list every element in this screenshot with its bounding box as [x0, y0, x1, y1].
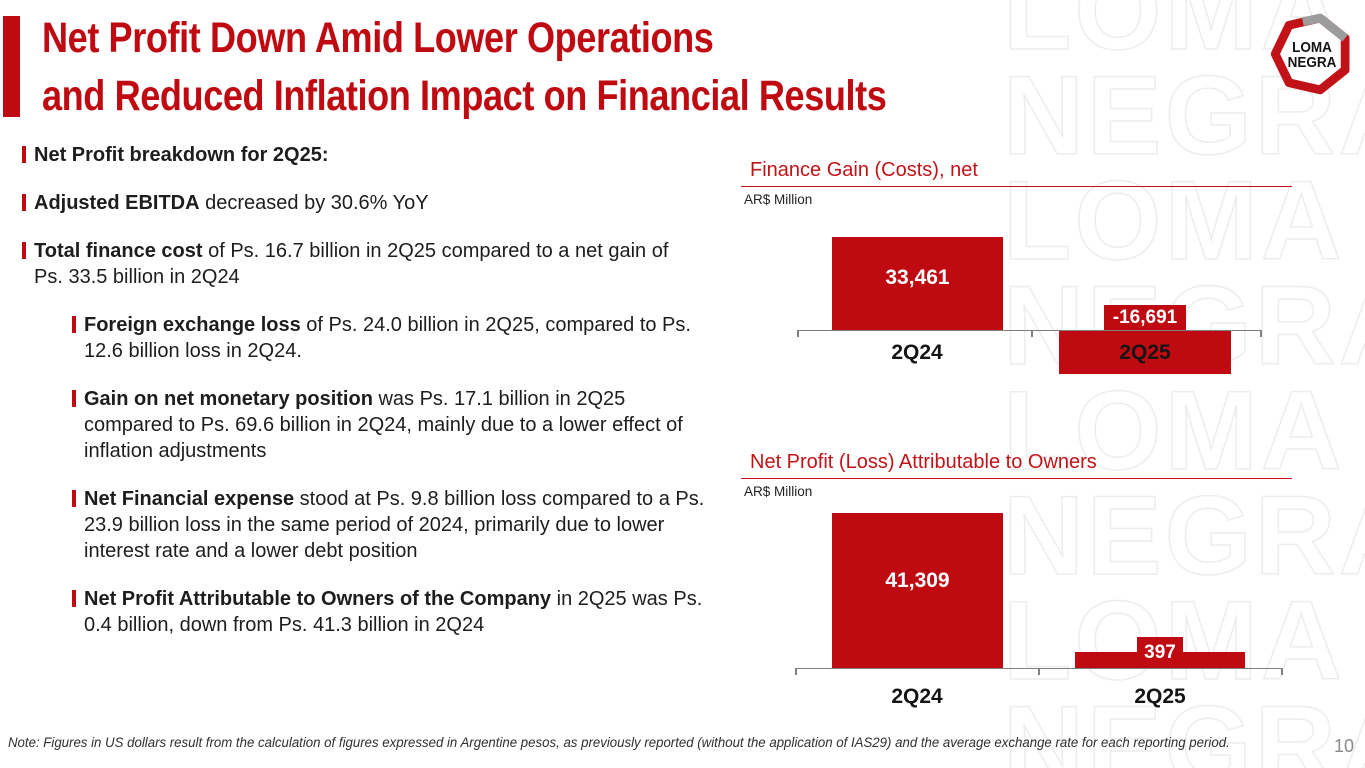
- bullet-rest-text: of Ps. 16.7 billion in 2Q25 compared to …: [34, 240, 669, 288]
- net-profit-chart: Net Profit (Loss) Attributable to Owners…: [740, 447, 1320, 722]
- page-title-line1: Net Profit Down Amid Lower Operations: [42, 14, 714, 62]
- chart-unit-label: AR$ Million: [744, 484, 813, 499]
- bar-value-label: 41,309: [885, 569, 950, 592]
- logo-text-line1: LOMA: [1292, 39, 1332, 56]
- bullet-item: Foreign exchange loss of Ps. 24.0 billio…: [72, 312, 706, 364]
- bullet-list: Net Profit breakdown for 2Q25: Adjusted E…: [22, 142, 722, 660]
- page-number: 10: [1334, 736, 1355, 756]
- title-accent-bar: [3, 16, 20, 117]
- bullet-item: Net Financial expense stood at Ps. 9.8 b…: [72, 486, 706, 564]
- chart-bar-2Q24: [832, 237, 1003, 330]
- x-axis: [797, 330, 1262, 331]
- bullet-item: Adjusted EBITDA decreased by 30.6% YoY: [22, 190, 696, 216]
- chart-unit-label: AR$ Million: [744, 192, 813, 207]
- bullet-marker: [72, 390, 76, 407]
- bar-value-label: -16,691: [1104, 305, 1186, 330]
- bullet-rest-text: was Ps. 17.1 billion in 2Q25 compared to…: [84, 388, 683, 462]
- bullet-marker: [22, 194, 26, 211]
- category-label: 2Q25: [1119, 341, 1171, 364]
- watermark-word: LOMA: [1002, 158, 1345, 283]
- bullet-marker: [72, 490, 76, 507]
- axis-tick: [795, 668, 797, 675]
- bar-value-label: 397: [1137, 637, 1183, 668]
- chart-plot: 41,309 397 2Q24 2Q25: [740, 447, 1320, 722]
- footnote: Note: Figures in US dollars result from …: [8, 735, 1230, 750]
- watermark-word: NEGRA: [1002, 473, 1365, 598]
- chart-title: Finance Gain (Costs), net: [750, 159, 978, 181]
- chart-title-underline: [741, 478, 1292, 479]
- watermark-word: NEGRA: [1002, 683, 1365, 768]
- chart-bar-2Q25: [1059, 330, 1231, 374]
- finance-gain-chart: Finance Gain (Costs), net AR$ Million 33…: [740, 155, 1320, 390]
- logo-text-line2: NEGRA: [1288, 53, 1337, 70]
- bullet-rest-text: decreased by 30.6% YoY: [199, 192, 429, 214]
- chart-bar-2Q24: [832, 513, 1003, 668]
- page-title-line2: and Reduced Inflation Impact on Financia…: [42, 72, 887, 120]
- chart-plot: 33,461 -16,691 2Q24 2Q25: [740, 155, 1320, 390]
- axis-tick: [1038, 668, 1040, 675]
- bullet-item: Total finance cost of Ps. 16.7 billion i…: [22, 238, 696, 290]
- bar-value-label: 33,461: [885, 266, 950, 289]
- axis-tick: [1031, 330, 1033, 337]
- bullet-item: Net Profit Attributable to Owners of the…: [72, 586, 706, 638]
- page-title: Net Profit Down Amid Lower Operations an…: [42, 9, 887, 125]
- axis-tick: [797, 330, 799, 337]
- category-label: 2Q25: [1134, 685, 1186, 708]
- category-label: 2Q24: [891, 341, 943, 364]
- bullet-marker: [22, 146, 26, 163]
- bullet-bold-text: Adjusted EBITDA: [34, 192, 200, 214]
- chart-title: Net Profit (Loss) Attributable to Owners: [750, 451, 1097, 473]
- logo-ring: [1270, 13, 1350, 95]
- watermark-word: LOMA: [1002, 368, 1345, 493]
- logo-gray-segment: [1301, 13, 1348, 42]
- bullet-bold-text: Total finance cost: [34, 240, 203, 262]
- bullet-rest-text: stood at Ps. 9.8 billion loss compared t…: [84, 488, 705, 562]
- bullet-bold-text: Net Profit breakdown for 2Q25:: [34, 144, 329, 166]
- bullet-item: Gain on net monetary position was Ps. 17…: [72, 386, 706, 464]
- bullet-marker: [72, 316, 76, 333]
- bullet-bold-text: Foreign exchange loss: [84, 314, 301, 336]
- bullet-rest-text: in 2Q25 was Ps. 0.4 billion, down from P…: [84, 588, 703, 636]
- bullet-bold-text: Net Profit Attributable to Owners of the…: [84, 588, 552, 610]
- chart-title-underline: [741, 186, 1292, 187]
- axis-tick: [1260, 330, 1262, 337]
- bullet-bold-text: Net Financial expense: [84, 488, 295, 510]
- bullet-marker: [22, 242, 26, 259]
- bullet-bold-text: Gain on net monetary position: [84, 388, 373, 410]
- company-logo: LOMA NEGRA: [1270, 13, 1350, 95]
- bullet-rest-text: of Ps. 24.0 billion in 2Q25, compared to…: [84, 314, 691, 362]
- bullet-marker: [72, 590, 76, 607]
- bullet-item: Net Profit breakdown for 2Q25:: [22, 142, 696, 168]
- axis-tick: [1281, 668, 1283, 675]
- category-label: 2Q24: [891, 685, 943, 708]
